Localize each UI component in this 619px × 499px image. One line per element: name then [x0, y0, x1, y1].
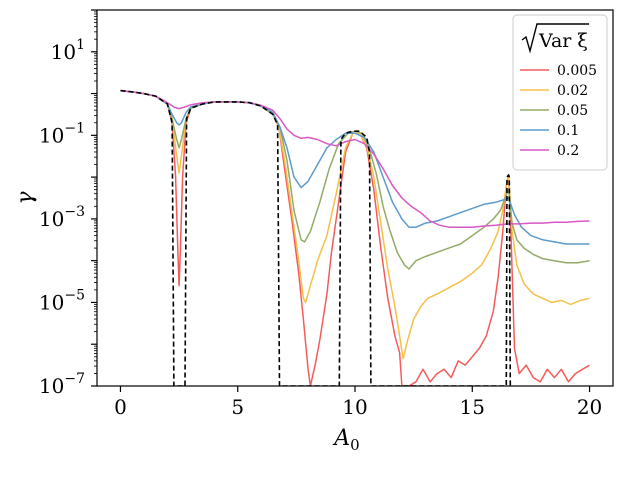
y-tick-exponent: −5 [64, 287, 85, 303]
legend-title-text: Var ξ [538, 30, 588, 52]
y-tick-base: 10 [39, 123, 64, 147]
legend-title: Var ξ [521, 23, 589, 54]
legend-label: 0.05 [557, 103, 588, 119]
y-tick-label: 10−7 [39, 371, 85, 398]
sqrt-sign-icon [521, 23, 589, 54]
y-tick-exponent: −1 [64, 120, 85, 136]
legend-entry: 0.005 [520, 63, 597, 79]
legend-label: 0.02 [557, 83, 588, 99]
legend-entry: 0.2 [520, 143, 579, 159]
legend-label: 0.005 [557, 63, 597, 79]
x-axis-label-main: A [332, 426, 350, 451]
y-tick-exponent: −3 [64, 204, 85, 220]
y-tick-label: 10−1 [39, 120, 85, 147]
x-axis-label-subscript: 0 [350, 436, 360, 454]
x-tick-label: 15 [460, 395, 485, 419]
y-tick-label: 10−5 [39, 287, 85, 314]
y-tick-label: 101 [51, 37, 85, 64]
x-tick-label: 20 [577, 395, 602, 419]
x-tick-label: 5 [231, 395, 244, 419]
y-tick-base: 10 [39, 207, 64, 231]
x-tick-label: 0 [114, 395, 127, 419]
y-tick-base: 10 [51, 40, 76, 64]
y-tick-exponent: 1 [76, 37, 85, 53]
legend-entry: 0.1 [520, 123, 579, 139]
legend-entries: 0.005 0.02 0.05 0.1 0.2 [520, 63, 597, 159]
legend-label: 0.1 [557, 123, 579, 139]
y-axis-label: γ [13, 191, 38, 205]
y-tick-exponent: −7 [64, 371, 85, 387]
x-axis-ticks: 0 5 10 15 20 [114, 386, 602, 419]
legend-entry: 0.05 [520, 103, 588, 119]
legend-label: 0.2 [557, 143, 579, 159]
legend-box [512, 14, 608, 171]
y-tick-base: 10 [39, 374, 64, 398]
y-tick-base: 10 [39, 290, 64, 314]
y-tick-label: 10−3 [39, 204, 85, 231]
series-line-0.2 [120, 89, 590, 228]
x-tick-label: 10 [342, 395, 367, 419]
x-axis-label: A0 [332, 426, 359, 454]
legend: Var ξ 0.005 0.02 0.05 0.1 0.2 [512, 14, 608, 171]
series-layer [120, 89, 590, 386]
series-line-analytic [120, 89, 512, 386]
legend-entry: 0.02 [520, 83, 588, 99]
